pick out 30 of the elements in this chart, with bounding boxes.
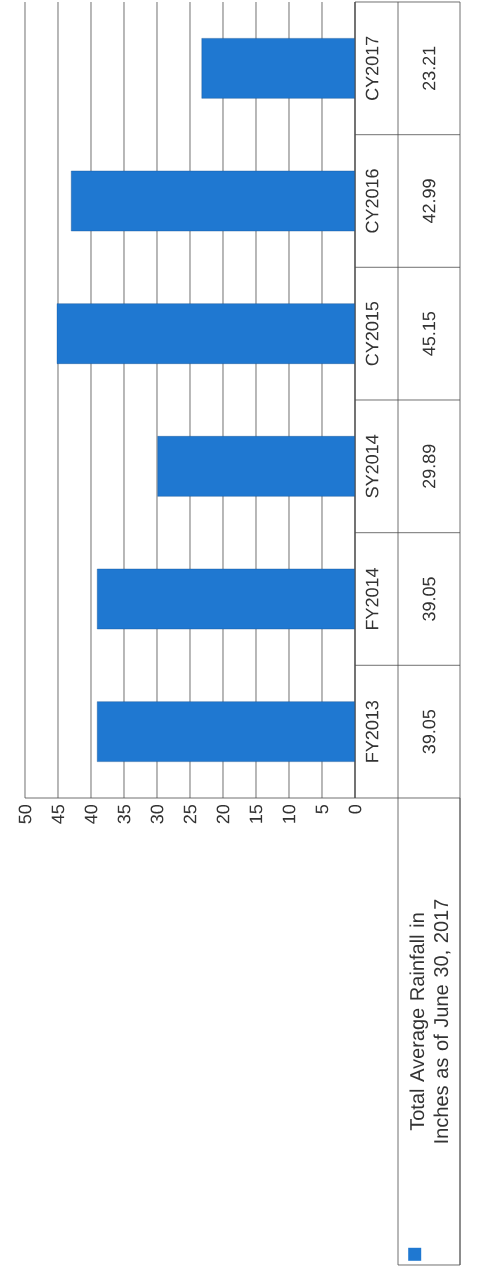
data-label: 42.99 — [422, 179, 436, 224]
text: Total Average Rainfall in Inches as of June 30, 2017 — [409, 899, 451, 1143]
x-tick-label: 45 — [51, 804, 65, 824]
data-label: 39.05 — [422, 709, 436, 754]
data-label: 39.05 — [422, 577, 436, 621]
bar — [56, 303, 355, 364]
data-label: 29.89 — [422, 444, 436, 488]
bar — [71, 170, 355, 232]
x-tick-label: 35 — [117, 804, 131, 824]
x-tick-label: 20 — [216, 804, 230, 824]
x-tick-label: 0 — [348, 804, 362, 814]
x-tick-label: 5 — [315, 804, 329, 814]
bar — [157, 436, 355, 497]
bar — [97, 701, 355, 762]
x-tick-label: 15 — [249, 804, 263, 823]
x-tick-label: 30 — [150, 804, 164, 824]
y-tick-label: FY2014 — [365, 568, 379, 630]
bar — [97, 568, 355, 630]
bar — [201, 38, 355, 99]
data-label: 45.15 — [422, 311, 436, 356]
x-tick-label: 25 — [183, 804, 197, 824]
y-tick-label: CY2015 — [365, 301, 379, 366]
x-tick-label: 10 — [282, 804, 296, 823]
data-label: 23.21 — [422, 46, 436, 90]
y-tick-label: SY2014 — [365, 434, 379, 498]
y-tick-label: FY2013 — [365, 700, 379, 762]
x-tick-label: 50 — [18, 804, 32, 824]
x-tick-label: 40 — [84, 804, 98, 824]
y-tick-label: CY2016 — [365, 169, 379, 233]
y-tick-label: CY2017 — [365, 36, 379, 100]
